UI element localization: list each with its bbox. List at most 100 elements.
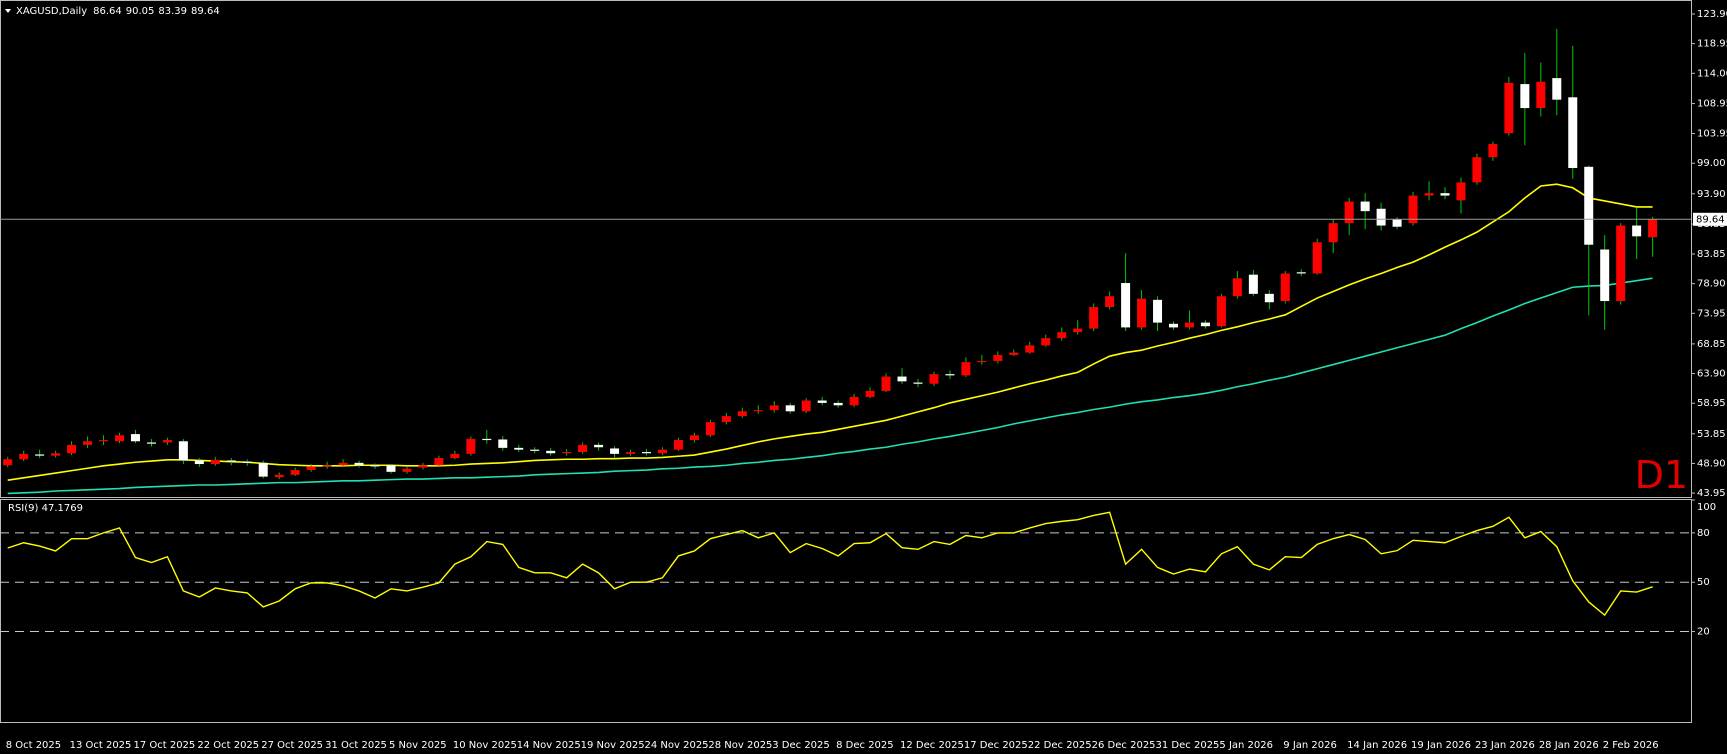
x-tick-label: 28 Nov 2025 xyxy=(708,740,772,751)
y-tick-label: 100 xyxy=(1697,502,1716,513)
candle-body xyxy=(977,360,987,363)
candle-body xyxy=(945,374,955,376)
rsi-line xyxy=(7,511,1653,617)
candle-body xyxy=(162,440,172,443)
timeframe-label: D1 xyxy=(1635,453,1688,497)
header-open: 86.64 xyxy=(93,6,122,17)
candle-body xyxy=(386,465,396,472)
candle-body xyxy=(35,454,45,456)
moving-average xyxy=(7,183,1653,482)
candle-body xyxy=(673,440,683,450)
x-tick-label: 5 Jan 2026 xyxy=(1219,740,1273,751)
candle-body xyxy=(1520,84,1530,109)
x-tick-label: 3 Dec 2025 xyxy=(772,740,830,751)
candle-body xyxy=(322,465,332,467)
candle-body xyxy=(1200,322,1210,327)
y-tick-label: 103.95 xyxy=(1697,129,1727,140)
y-tick-label: 93.90 xyxy=(1697,189,1726,200)
candle-body xyxy=(99,440,109,442)
x-tick-label: 22 Dec 2025 xyxy=(1028,740,1092,751)
candle-body xyxy=(657,449,667,454)
candle-body xyxy=(1041,338,1051,346)
candle-body xyxy=(865,390,875,397)
candle-body xyxy=(1312,242,1322,274)
candle-body xyxy=(1632,225,1642,237)
candle-body xyxy=(562,452,572,454)
y-tick-label: 80 xyxy=(1697,528,1710,539)
x-tick-label: 27 Oct 2025 xyxy=(261,740,323,751)
y-tick-label: 43.95 xyxy=(1697,488,1726,499)
x-tick-label: 14 Jan 2026 xyxy=(1347,740,1407,751)
x-tick-label: 19 Jan 2026 xyxy=(1411,740,1471,751)
y-tick-label: 99.00 xyxy=(1697,158,1726,169)
candle-body xyxy=(1280,273,1290,302)
candle-body xyxy=(1488,144,1498,158)
candle-body xyxy=(610,448,620,454)
y-tick-label: 73.95 xyxy=(1697,308,1726,319)
y-tick-label: 20 xyxy=(1697,627,1710,638)
candle-body xyxy=(1025,345,1035,353)
moving-average xyxy=(7,277,1653,495)
candle-body xyxy=(466,438,476,454)
candle-body xyxy=(1424,193,1434,196)
x-tick-label: 8 Oct 2025 xyxy=(6,740,61,751)
rsi-pane xyxy=(0,499,1692,723)
candle-body xyxy=(1009,352,1019,355)
candle-body xyxy=(530,449,540,451)
candle-body xyxy=(290,470,300,475)
current-price-box xyxy=(1693,212,1727,226)
candle-body xyxy=(130,434,140,442)
candle-body xyxy=(242,461,252,463)
candle-body xyxy=(450,453,460,459)
candle-body xyxy=(1057,332,1067,339)
candle-body xyxy=(1472,157,1482,183)
candle-body xyxy=(737,411,747,417)
x-tick-label: 23 Jan 2026 xyxy=(1475,740,1535,751)
y-tick-label: 50 xyxy=(1697,577,1710,588)
candle-body xyxy=(1440,193,1450,196)
candle-body xyxy=(1392,219,1402,227)
candle-body xyxy=(1232,278,1242,297)
y-tick-label: 83.85 xyxy=(1697,249,1726,260)
x-tick-label: 8 Dec 2025 xyxy=(836,740,894,751)
candle-body xyxy=(993,354,1003,361)
candle-body xyxy=(721,416,731,423)
candle-body xyxy=(801,400,811,412)
candle-body xyxy=(1552,78,1562,100)
candle-body xyxy=(1600,249,1610,302)
x-tick-label: 26 Dec 2025 xyxy=(1092,740,1156,751)
y-tick-label: 78.90 xyxy=(1697,279,1726,290)
candle-body xyxy=(1360,201,1370,212)
candle-body xyxy=(578,444,588,453)
candle-body xyxy=(1376,208,1386,226)
candle-body xyxy=(817,400,827,403)
candle-body xyxy=(1648,219,1658,238)
candle-body xyxy=(1121,283,1131,328)
x-tick-label: 9 Jan 2026 xyxy=(1283,740,1337,751)
candle-body xyxy=(1153,299,1163,323)
symbol-title: XAGUSD,Daily xyxy=(16,6,87,17)
candle-body xyxy=(897,376,907,382)
candle-body xyxy=(83,441,93,445)
x-tick-label: 17 Oct 2025 xyxy=(133,740,195,751)
y-tick-label: 118.95 xyxy=(1697,39,1727,50)
candle-body xyxy=(1184,322,1194,328)
candle-body xyxy=(1536,81,1546,109)
collapse-icon[interactable] xyxy=(5,9,11,13)
candle-body xyxy=(114,435,124,442)
candle-body xyxy=(418,465,428,468)
x-tick-label: 2 Feb 2026 xyxy=(1603,740,1659,751)
x-tick-label: 22 Oct 2025 xyxy=(197,740,259,751)
candle-body xyxy=(482,438,492,441)
x-tick-label: 19 Nov 2025 xyxy=(581,740,645,751)
candle-body xyxy=(1328,223,1338,243)
candle-body xyxy=(1504,82,1514,134)
candle-body xyxy=(274,474,284,478)
candle-body xyxy=(3,459,13,466)
chart-header: XAGUSD,Daily 86.64 90.05 83.39 89.64 xyxy=(16,6,220,17)
y-tick-label: 48.90 xyxy=(1697,458,1726,469)
candle-body xyxy=(434,458,444,466)
candle-body xyxy=(753,410,763,412)
candle-body xyxy=(705,422,715,436)
